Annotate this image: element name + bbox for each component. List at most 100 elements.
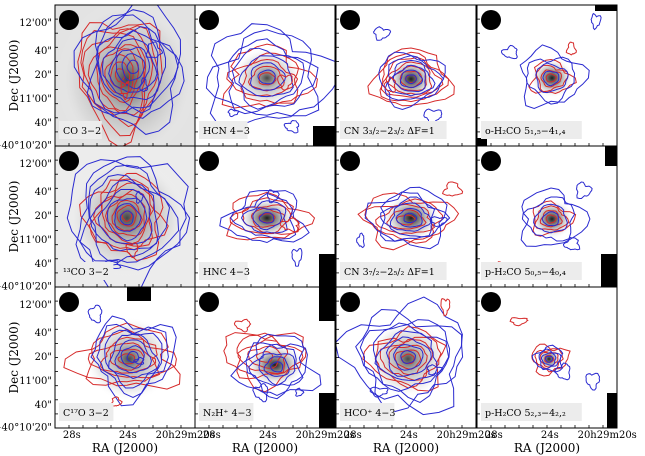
map-edge-mask bbox=[127, 287, 151, 301]
x-tick-label: 20h29m20s bbox=[156, 430, 215, 441]
panel-label-box bbox=[199, 121, 248, 139]
noise-contour bbox=[291, 247, 303, 267]
contour-line bbox=[85, 328, 177, 386]
x-axis-label: RA (J2000) bbox=[232, 441, 298, 455]
contour-line bbox=[121, 53, 146, 82]
panel-label-box bbox=[340, 121, 447, 139]
contour-line bbox=[248, 343, 304, 386]
y-tick-label: 20" bbox=[35, 70, 52, 81]
panel-label-box bbox=[199, 403, 254, 421]
contour-line bbox=[219, 189, 310, 244]
panel-content: ¹³CO 3−2 bbox=[55, 146, 195, 287]
map-panel: N₂H⁺ 4−3 bbox=[194, 286, 336, 429]
contour-line bbox=[229, 192, 297, 240]
contour-line bbox=[531, 344, 564, 373]
panel-content: HNC 4−3 bbox=[195, 146, 335, 287]
panel-label-group: p-H₂CO 5₀,₅−4₀,₄ bbox=[481, 262, 582, 280]
contour-line bbox=[221, 43, 318, 109]
panel-content: C¹⁷O 3−2 bbox=[55, 287, 195, 428]
map-panel: CN 3₃/₂−2₃/₂ ΔF=1 bbox=[335, 4, 477, 147]
contour-line bbox=[400, 350, 417, 364]
panel-label: CN 3₇/₂−2₅/₂ ΔF=1 bbox=[344, 267, 435, 278]
y-tick-label: 40" bbox=[35, 46, 52, 57]
contour-line bbox=[227, 38, 319, 115]
panel-label-group: o-H₂CO 5₁,₅−4₁,₄ bbox=[481, 121, 582, 139]
noise-contour bbox=[500, 44, 518, 60]
contour-line bbox=[110, 61, 131, 89]
x-tick-label: 24s bbox=[400, 430, 418, 441]
contour-line bbox=[367, 47, 455, 107]
noise-contour bbox=[554, 362, 571, 381]
map-edge-mask bbox=[313, 126, 335, 146]
panel-label-group: HNC 4−3 bbox=[199, 262, 250, 280]
panel-label-group: CO 3−2 bbox=[59, 121, 102, 139]
map-panel: p-H₂CO 5₀,₅−4₀,₄ bbox=[476, 145, 618, 288]
y-tick-label: 40" bbox=[35, 259, 52, 270]
contour-line bbox=[89, 179, 159, 252]
contour-line bbox=[241, 204, 292, 235]
contour-line bbox=[535, 64, 569, 93]
contour-line bbox=[385, 336, 432, 377]
noise-contour bbox=[356, 232, 365, 249]
noise-contour bbox=[227, 108, 240, 118]
noise-contour bbox=[277, 74, 293, 91]
beam-circle bbox=[481, 151, 501, 171]
panel-label: CO 3−2 bbox=[63, 126, 101, 137]
contour-line bbox=[209, 23, 335, 128]
panel-content: HCO⁺ 4−3 bbox=[336, 287, 476, 428]
contour-line bbox=[108, 333, 161, 380]
y-tick-label: 40" bbox=[35, 187, 52, 198]
panel-content: CO 3−2 bbox=[55, 5, 195, 146]
contour-line bbox=[395, 207, 423, 228]
panel-label: CN 3₃/₂−2₃/₂ ΔF=1 bbox=[344, 126, 435, 137]
panel-label: HCN 4−3 bbox=[203, 126, 250, 137]
x-axis-label: RA (J2000) bbox=[373, 441, 439, 455]
map-edge-mask bbox=[595, 5, 617, 11]
intensity-map bbox=[84, 317, 174, 401]
contour-line bbox=[269, 361, 284, 373]
map-edge-mask bbox=[319, 254, 335, 287]
map-panel: p-H₂CO 5₂,₃−4₂,₂ bbox=[476, 286, 618, 429]
contour-line bbox=[111, 199, 143, 232]
x-tick-label: 28s bbox=[344, 430, 362, 441]
contour-line bbox=[400, 69, 424, 88]
intensity-map bbox=[368, 321, 448, 397]
contour-line bbox=[245, 342, 308, 400]
map-edge-mask bbox=[477, 138, 487, 146]
panel-content: p-H₂CO 5₀,₅−4₀,₄ bbox=[477, 146, 617, 287]
contour-line bbox=[66, 159, 189, 287]
y-tick-label: 20" bbox=[35, 352, 52, 363]
x-tick-label: 28s bbox=[203, 430, 221, 441]
contour-line bbox=[126, 350, 140, 363]
contour-line bbox=[263, 356, 290, 377]
beam-circle bbox=[199, 292, 219, 312]
y-tick-label: 40" bbox=[35, 328, 52, 339]
panel-label-group: HCN 4−3 bbox=[199, 121, 250, 139]
map-edge-mask bbox=[601, 254, 617, 287]
x-tick-label: 28s bbox=[63, 430, 81, 441]
noise-contour bbox=[575, 181, 593, 199]
contour-line bbox=[258, 212, 275, 224]
beam-circle bbox=[340, 151, 360, 171]
panel-content: CN 3₇/₂−2₅/₂ ΔF=1 bbox=[336, 146, 476, 287]
y-tick-label: 20" bbox=[35, 211, 52, 222]
beam-circle bbox=[199, 10, 219, 30]
intensity-map bbox=[386, 57, 436, 101]
contour-line bbox=[535, 62, 569, 94]
panel-label-box bbox=[481, 262, 582, 280]
beam-circle bbox=[340, 10, 360, 30]
contour-line bbox=[355, 308, 464, 413]
noise-contour bbox=[139, 77, 149, 93]
noise-contour bbox=[110, 396, 123, 407]
noise-contour bbox=[441, 181, 464, 197]
contour-line bbox=[223, 332, 307, 393]
map-edge-mask bbox=[319, 287, 335, 321]
panel-label-box bbox=[340, 403, 395, 421]
contour-line bbox=[388, 344, 428, 376]
intensity-map bbox=[57, 5, 195, 146]
panel-label: p-H₂CO 5₂,₃−4₂,₂ bbox=[485, 408, 566, 419]
contour-line bbox=[88, 178, 169, 251]
x-tick-label: 24s bbox=[259, 430, 277, 441]
contour-line bbox=[541, 211, 560, 227]
